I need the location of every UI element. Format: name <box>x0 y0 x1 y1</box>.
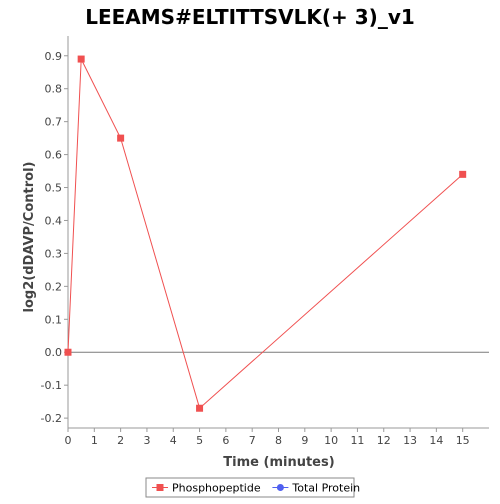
y-axis-label: log2(dDAVP/Control) <box>22 162 37 313</box>
legend-box <box>145 477 355 498</box>
x-tick-label: 5 <box>196 434 203 447</box>
x-tick-label: 0 <box>65 434 72 447</box>
y-tick-label: 0.5 <box>45 182 63 195</box>
x-tick-label: 10 <box>324 434 338 447</box>
y-tick-label: -0.2 <box>41 412 62 425</box>
x-tick-label: 9 <box>301 434 308 447</box>
x-tick-label: 14 <box>429 434 443 447</box>
data-point <box>64 348 72 356</box>
x-tick-label: 7 <box>249 434 256 447</box>
x-tick-label: 11 <box>350 434 364 447</box>
data-point <box>196 404 204 412</box>
x-tick-label: 3 <box>143 434 150 447</box>
x-tick-label: 1 <box>91 434 98 447</box>
legend-marker <box>156 484 164 491</box>
legend-entry-label: Total Protein <box>291 482 360 495</box>
y-tick-label: 0.6 <box>45 149 63 162</box>
x-tick-label: 2 <box>117 434 124 447</box>
plot-area: -0.2 -0.1 0.0 0.1 0.2 0.3 0.4 0.5 0.6 0.7 0.8 0.9 0 1… <box>41 36 489 447</box>
y-tick-label: 0.9 <box>45 50 63 63</box>
data-point <box>77 55 85 63</box>
chart-title: LEEAMS#ELTITTSVLK(+ 3)_v1 <box>85 5 415 29</box>
legend-entry-label: Phosphopeptide <box>172 482 261 495</box>
y-tick-label: 0.8 <box>45 83 63 96</box>
plot-background <box>68 36 489 428</box>
legend-marker <box>276 484 284 491</box>
x-tick-label: 6 <box>222 434 229 447</box>
x-tick-label: 12 <box>377 434 391 447</box>
y-tick-label: 0.1 <box>45 313 63 326</box>
x-tick-label: 4 <box>170 434 177 447</box>
data-point <box>459 170 467 178</box>
chart-legend: Phosphopeptide Total Protein <box>145 477 360 498</box>
data-point <box>117 134 125 142</box>
x-axis-label: Time (minutes) <box>223 455 334 470</box>
x-tick-label: 15 <box>456 434 470 447</box>
y-tick-label: 0.0 <box>45 346 63 359</box>
y-tick-label: 0.4 <box>45 214 63 227</box>
y-tick-label: 0.7 <box>45 116 63 129</box>
y-tick-label: 0.2 <box>45 280 63 293</box>
y-tick-label: 0.3 <box>45 247 63 260</box>
x-tick-label: 8 <box>275 434 282 447</box>
y-tick-label: -0.1 <box>41 379 62 392</box>
x-tick-label: 13 <box>403 434 417 447</box>
